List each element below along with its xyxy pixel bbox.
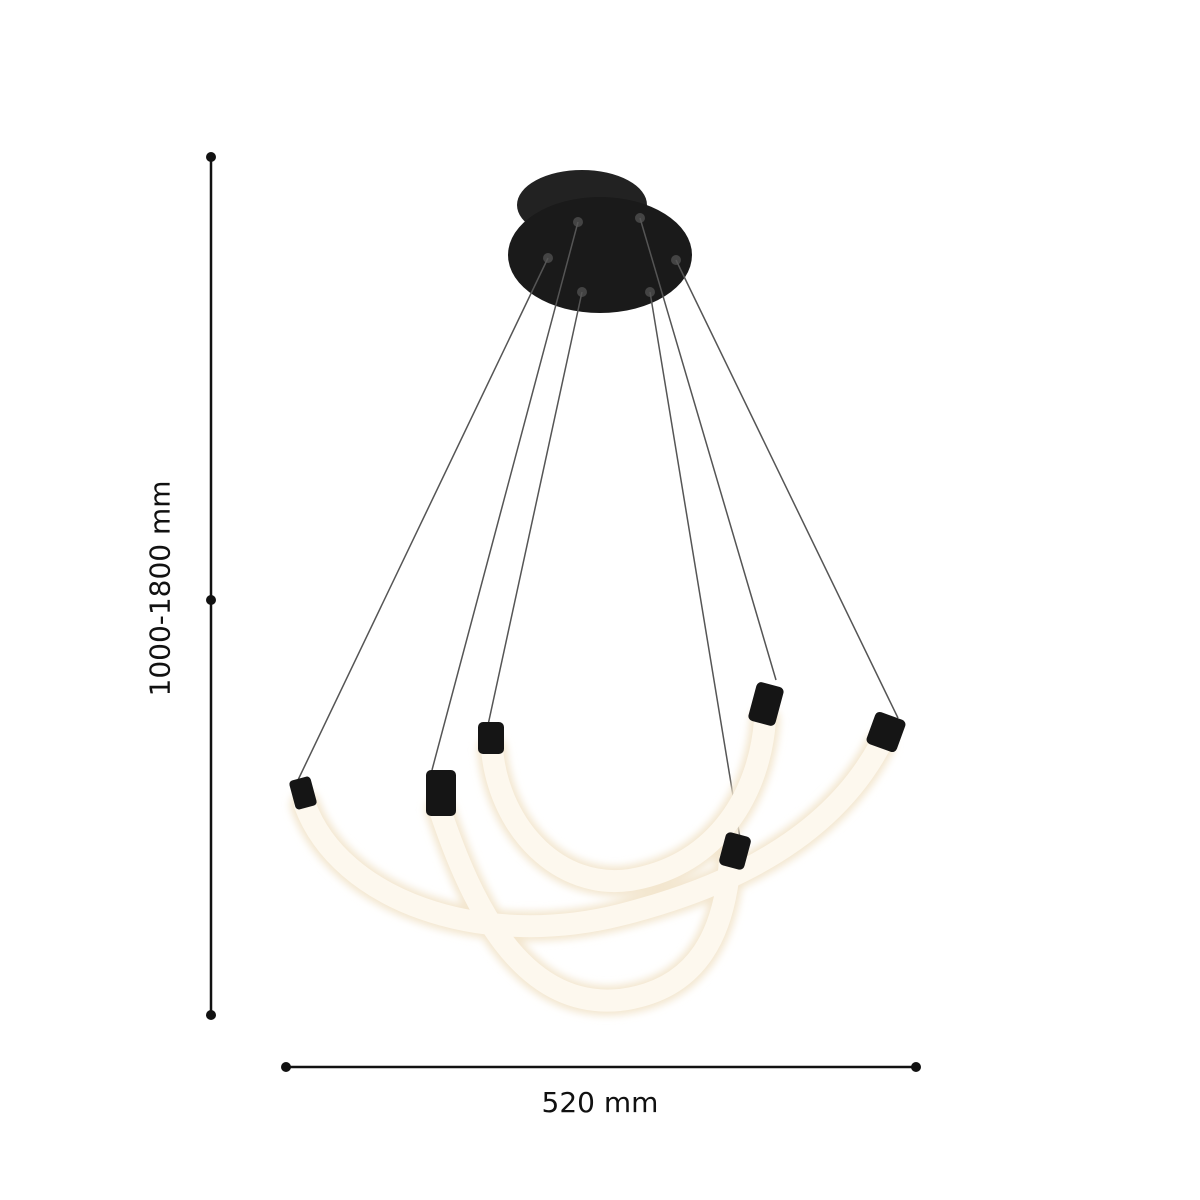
suspension-wires	[297, 217, 899, 839]
tube-end-caps	[289, 682, 906, 870]
height-dimension-label: 1000-1800 mm	[143, 480, 177, 697]
led-tubes	[290, 705, 895, 1016]
width-dimension-label: 520 mm	[541, 1086, 659, 1119]
ceiling-canopy	[508, 170, 692, 313]
height-dimension-line	[206, 152, 216, 1020]
width-dimension-line	[281, 1062, 921, 1072]
